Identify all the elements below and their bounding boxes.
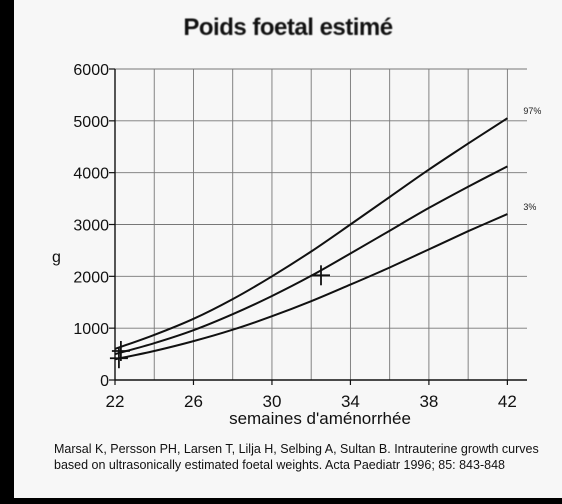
x-tick-label: 26	[184, 392, 203, 411]
y-tick-label: 1000	[73, 321, 109, 338]
chart-title: Poids foetal estimé	[183, 14, 393, 41]
x-tick-label: 34	[341, 392, 360, 411]
chart-card: Poids foetal estimé 0 1000 2000 3000 4000 500…	[14, 0, 562, 504]
citation-text: Marsal K, Persson PH, Larsen T, Lilja H,…	[54, 442, 539, 472]
y-tick-label: 0	[100, 373, 109, 390]
series-line-2	[114, 213, 508, 361]
series-labels: 97% 3%	[523, 106, 541, 212]
chart-axes	[109, 68, 527, 385]
y-axis-label: g	[52, 249, 61, 266]
x-tick-label: 22	[106, 392, 125, 411]
y-tick-labels: 0 1000 2000 3000 4000 5000 6000	[73, 62, 109, 390]
x-tick-label: 30	[262, 392, 281, 411]
measurement-marks	[109, 265, 330, 369]
x-tick-label: 38	[419, 392, 438, 411]
series-label-0: 97%	[523, 106, 541, 116]
series-line-1	[114, 165, 508, 356]
series-label-2: 3%	[523, 202, 536, 212]
y-tick-label: 5000	[73, 114, 109, 131]
growth-chart: 0 1000 2000 3000 4000 5000 6000 22 26 30 34 38 42 9…	[52, 62, 541, 428]
y-tick-label: 4000	[73, 166, 109, 183]
series-lines	[114, 117, 508, 361]
x-axis-label: semaines d'aménorrhée	[229, 409, 411, 428]
y-tick-label: 2000	[73, 269, 109, 286]
chart-grid	[114, 68, 527, 381]
y-tick-label: 6000	[73, 62, 109, 79]
series-line-0	[114, 117, 508, 350]
y-tick-label: 3000	[73, 218, 109, 235]
bottom-bar	[0, 498, 562, 504]
x-tick-labels: 22 26 30 34 38 42	[106, 392, 517, 411]
x-tick-label: 42	[498, 392, 517, 411]
